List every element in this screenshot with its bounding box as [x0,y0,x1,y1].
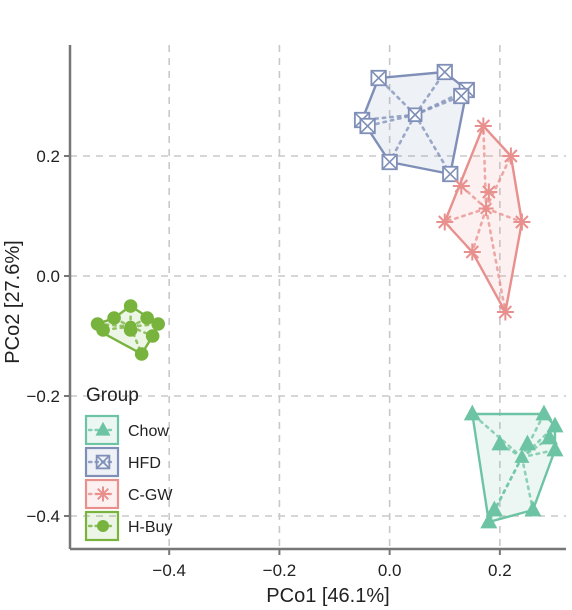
spoke-hfd-3 [413,94,463,117]
series-h-buy [90,299,165,361]
point-c-gw-7 [496,303,514,321]
point-c-gw-3 [480,183,498,201]
y-tick-label-1: −0.2 [26,387,60,406]
spoke-chow-6 [520,448,557,459]
point-hfd-7 [442,165,459,183]
spoke-c-gw-2 [459,184,488,210]
legend-label-chow: Chow [128,423,169,440]
legend-item-hfd: HFD [84,446,161,478]
point-hfd-5 [359,117,376,135]
point-c-gw-2 [452,177,470,195]
series-hfd [353,63,475,183]
point-chow-3 [491,434,509,451]
point-chow-6 [546,440,564,457]
y-tick-label-2: 0.0 [36,267,60,286]
spoke-chow-8 [520,455,535,512]
centroid-hfd [407,107,423,123]
x-tick-label-1: −0.2 [263,561,297,580]
x-tick-label-0: −0.4 [152,561,186,580]
x-tick-label-3: 0.2 [488,561,512,580]
point-chow-1 [535,404,553,421]
spoke-chow-4 [520,436,551,459]
x-axis-title: PCo1 [46.1%] [266,585,389,607]
series-chow [463,404,564,529]
legend-marker-c-gw [95,486,111,502]
grid [70,45,566,549]
point-h-buy-6 [96,323,110,337]
legend-label-hfd: HFD [128,455,161,472]
legend-title: Group [86,385,139,406]
series-layer [90,63,564,529]
point-c-gw-1 [502,147,520,165]
point-h-buy-1 [107,311,121,325]
point-c-gw-4 [513,213,531,231]
point-c-gw-5 [436,213,454,231]
spoke-h-buy-4 [96,322,132,328]
spoke-c-gw-6 [471,207,488,254]
y-axis-title: PCo2 [27.6%] [2,240,24,363]
point-chow-9 [480,512,498,529]
point-chow-5 [518,434,536,451]
spoke-c-gw-1 [484,154,513,210]
point-chow-4 [540,428,558,445]
legend-label-c-gw: C-GW [128,487,173,504]
legend-marker-chow [95,421,111,436]
spoke-c-gw-5 [443,207,488,224]
centroid-c-gw [478,201,494,216]
point-h-buy-8 [134,347,149,361]
point-h-buy-0 [123,299,138,313]
legend-item-h-buy: H-Buy [84,510,172,542]
centroid-chow [514,448,530,463]
y-tick-label-3: 0.2 [36,147,60,166]
centroid-h-buy [124,320,137,333]
point-hfd-6 [381,153,398,171]
legend: Group Chow HFD C-GW H-Buy [84,385,173,542]
point-hfd-1 [436,63,453,81]
spoke-chow-0 [471,412,524,459]
point-hfd-3 [453,87,470,105]
hull-chow [471,412,557,524]
x-tick-label-2: 0.0 [378,561,402,580]
point-h-buy-7 [145,329,160,343]
point-c-gw-6 [463,243,481,261]
point-chow-7 [485,500,503,517]
point-c-gw-0 [474,117,492,135]
legend-item-chow: Chow [84,414,169,446]
point-hfd-0 [370,69,387,87]
y-tick-label-0: −0.4 [26,507,60,526]
axes: −0.4 −0.2 0.0 0.2 −0.4 −0.2 0.0 0.2 PCo1 [46.1%]… [2,45,566,607]
legend-item-c-gw: C-GW [84,478,173,510]
spoke-c-gw-4 [484,207,524,224]
series-c-gw [436,117,531,321]
spoke-c-gw-7 [484,207,507,314]
legend-marker-h-buy [97,520,109,532]
point-chow-8 [524,500,542,517]
point-chow-0 [463,404,481,421]
point-h-buy-3 [151,317,165,331]
point-h-buy-2 [140,311,154,325]
point-chow-2 [546,416,564,433]
legend-label-h-buy: H-Buy [128,519,172,536]
legend-marker-hfd [95,454,111,470]
